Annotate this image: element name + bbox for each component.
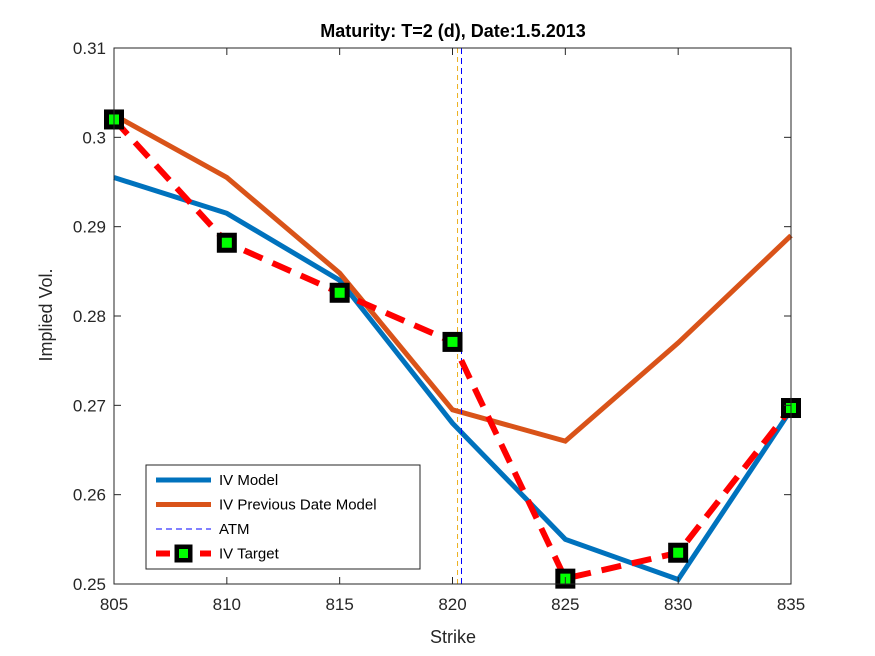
y-tick-label-1: 0.26 bbox=[73, 486, 106, 505]
x-tick-label-6: 835 bbox=[777, 595, 805, 614]
legend: IV Model IV Previous Date Model ATM IV Targ… bbox=[145, 464, 421, 570]
x-tick-label-4: 825 bbox=[551, 595, 579, 614]
target-marker-fill-5 bbox=[673, 547, 684, 558]
y-tick-label-5: 0.3 bbox=[82, 128, 106, 147]
y-tick-label-3: 0.28 bbox=[73, 307, 106, 326]
x-tick-label-3: 820 bbox=[438, 595, 466, 614]
legend-label-2: ATM bbox=[219, 521, 250, 538]
y-tick-label-0: 0.25 bbox=[73, 575, 106, 594]
y-axis-label: Implied Vol. bbox=[36, 268, 56, 361]
y-tick-label-2: 0.27 bbox=[73, 396, 106, 415]
y-tick-label-4: 0.29 bbox=[73, 218, 106, 237]
series-line-1 bbox=[112, 112, 793, 444]
target-marker-fill-2 bbox=[334, 287, 345, 298]
y-tick-label-6: 0.31 bbox=[73, 39, 106, 58]
x-tick-label-0: 805 bbox=[100, 595, 128, 614]
x-tick-label-2: 815 bbox=[325, 595, 353, 614]
axes-layer: 805 810 815 820 825 830 835 0.25 0.26 0.27 0.28 0.2… bbox=[73, 39, 805, 614]
legend-label-3: IV Target bbox=[219, 546, 280, 563]
x-tick-label-5: 830 bbox=[664, 595, 692, 614]
target-marker-fill-3 bbox=[447, 336, 458, 347]
x-axis-label: Strike bbox=[430, 627, 476, 647]
legend-label-1: IV Previous Date Model bbox=[219, 497, 377, 514]
legend-marker-fill-3 bbox=[179, 549, 188, 558]
chart-title: Maturity: T=2 (d), Date:1.5.2013 bbox=[320, 21, 586, 41]
x-tick-label-1: 810 bbox=[213, 595, 241, 614]
target-marker-fill-1 bbox=[221, 237, 232, 248]
legend-label-0: IV Model bbox=[219, 472, 278, 489]
